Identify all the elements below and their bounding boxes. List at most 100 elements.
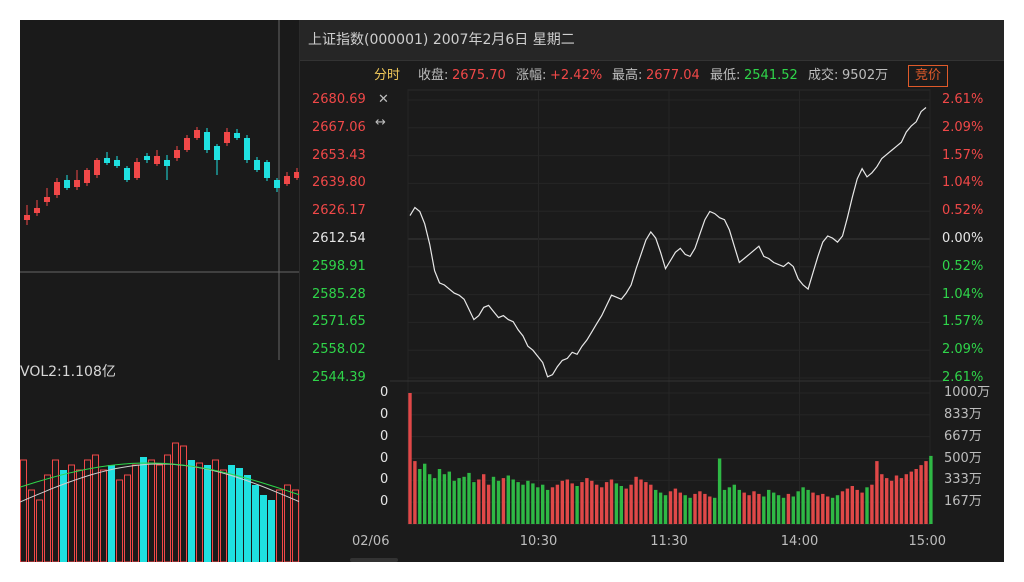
volume-bar: [752, 491, 756, 525]
price-tick-left: 2571.65: [312, 314, 366, 330]
close-value: 2675.70: [452, 68, 506, 83]
volume-value: 9502万: [842, 68, 889, 83]
price-tick-left: 2558.02: [312, 342, 366, 358]
volume-bar: [629, 484, 633, 524]
time-tick: 15:00: [908, 534, 946, 549]
volume-bar: [914, 469, 918, 524]
volume-bar: [668, 491, 673, 525]
percent-tick-right: 1.04%: [942, 286, 984, 302]
background-kline-chart: [20, 20, 299, 360]
candle-body: [254, 160, 260, 170]
volume-bar: [742, 492, 746, 524]
scrollbar-thumb: [350, 558, 398, 562]
volume-bar: [865, 487, 869, 524]
background-volume-bar: [260, 495, 267, 562]
candle-body: [204, 132, 210, 150]
background-volume-bar: [196, 462, 203, 562]
popup-titlebar[interactable]: 上证指数(000001) 2007年2月6日 星期二: [300, 20, 1004, 61]
volume-tick-left: 0: [380, 472, 389, 488]
candle-body: [244, 138, 250, 160]
volume-bar: [732, 484, 736, 524]
candle-body: [134, 162, 140, 178]
volume-bar: [776, 495, 781, 524]
price-tick-left: 2612.54: [312, 231, 366, 246]
background-volume-bar: [100, 469, 107, 562]
volume-bar: [929, 455, 933, 524]
volume-bar: [447, 471, 451, 524]
volume-bar: [545, 489, 550, 524]
background-volume-bar: [76, 469, 83, 562]
percent-tick-right: 2.09%: [942, 342, 984, 358]
volume-bar: [575, 486, 579, 524]
candle-body: [284, 176, 290, 184]
volume-bar: [885, 478, 889, 524]
volume-bar: [703, 493, 707, 524]
bid-button[interactable]: 竞价: [908, 65, 948, 87]
low-value: 2541.52: [744, 68, 798, 83]
background-volume-bar: [84, 459, 91, 562]
background-volume-bar: [92, 454, 99, 562]
volume-bar: [585, 478, 589, 524]
volume-tick-left: 0: [380, 428, 389, 444]
time-tick: 02/06: [352, 534, 390, 549]
volume-tick-left: 0: [380, 406, 389, 422]
background-ma-line: [20, 463, 299, 503]
volume-bar: [894, 475, 899, 524]
background-volume-bar: [236, 468, 243, 562]
volume-bar: [541, 484, 545, 524]
background-volume-bar: [164, 454, 171, 562]
volume-bar: [560, 480, 564, 524]
volume-bar: [855, 489, 859, 524]
volume-bar: [801, 487, 805, 524]
background-volume-bar: [228, 465, 235, 562]
volume-tick-right: 667万: [944, 428, 982, 444]
volume-bar: [747, 495, 751, 524]
volume-bar: [521, 484, 525, 524]
volume-bar: [649, 484, 653, 524]
percent-tick-right: 1.57%: [942, 314, 984, 330]
price-tick-left: 2667.06: [312, 119, 366, 135]
percent-tick-right: 2.09%: [942, 119, 984, 135]
candle-body: [164, 160, 170, 166]
volume-bar: [860, 492, 864, 524]
volume-bar: [835, 495, 840, 524]
volume-bar: [486, 484, 491, 524]
volume-bar: [826, 496, 830, 524]
volume-bar: [821, 493, 825, 524]
volume-bar: [423, 463, 427, 524]
volume-bar: [658, 492, 663, 524]
volume-label: 成交:: [808, 68, 839, 83]
volume-bar: [845, 488, 850, 524]
background-volume-bar: [188, 460, 195, 562]
expand-arrows-icon[interactable]: ↔: [375, 115, 386, 130]
candle-body: [74, 180, 80, 187]
candle-body: [114, 160, 120, 166]
time-tick: 14:00: [780, 534, 819, 549]
volume-bar: [413, 461, 417, 524]
candle-body: [294, 172, 299, 178]
candle-body: [184, 138, 190, 150]
candle-body: [124, 168, 130, 180]
volume-tick-right: 500万: [944, 450, 982, 466]
candle-body: [264, 162, 270, 178]
mode-label[interactable]: 分时: [374, 68, 401, 83]
percent-tick-right: 1.57%: [942, 147, 984, 163]
volume-bar: [526, 480, 530, 524]
background-volume-chart: [20, 442, 299, 562]
volume-bar: [531, 483, 535, 524]
volume-bar: [850, 486, 854, 524]
info-row: 分时 收盘: 2675.70 涨幅: +2.42% 最高: 2677.04 最低…: [300, 64, 1004, 88]
background-volume-label: VOL2:1.108亿: [20, 364, 116, 380]
high-value: 2677.04: [646, 68, 700, 83]
volume-bar: [806, 489, 810, 524]
close-crosshair-icon[interactable]: ✕: [378, 92, 389, 107]
volume-bar: [437, 469, 442, 524]
volume-bar: [899, 478, 904, 524]
change-value: +2.42%: [550, 68, 603, 83]
percent-tick-right: 1.04%: [942, 175, 984, 191]
volume-bar: [791, 496, 795, 524]
volume-bar: [654, 489, 658, 524]
intraday-chart: [350, 89, 944, 562]
volume-bar: [428, 474, 432, 524]
volume-bar: [609, 479, 614, 524]
